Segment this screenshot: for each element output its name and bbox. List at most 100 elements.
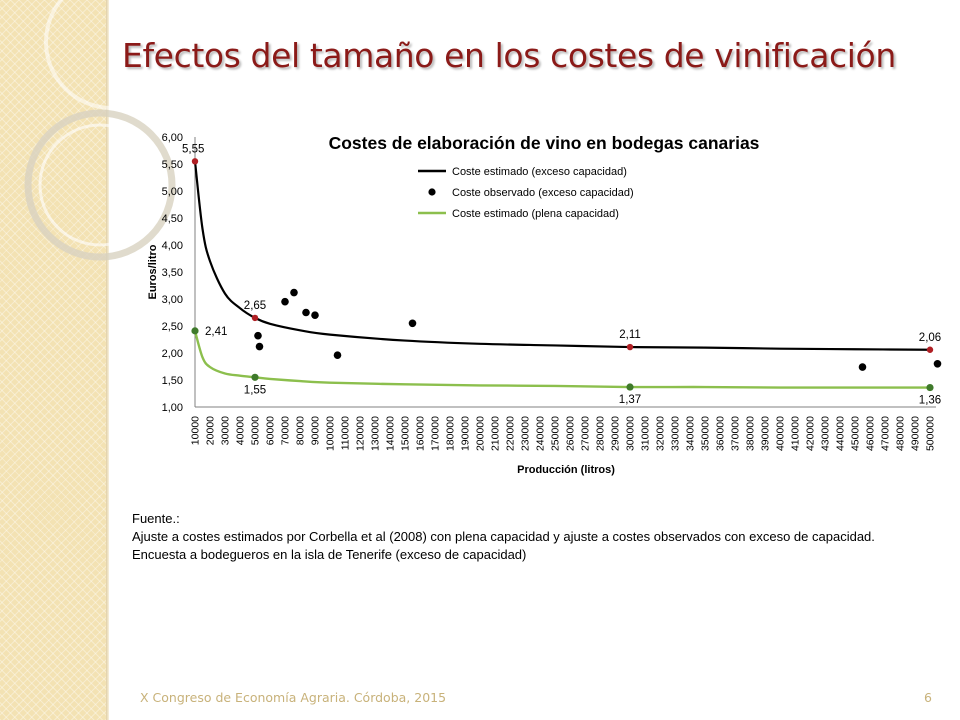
data-label: 1,37 [619, 394, 641, 406]
observed-point [311, 311, 319, 320]
decorative-rings [24, 0, 180, 261]
x-tick-label: 250000 [550, 416, 562, 451]
observed-point [255, 342, 264, 351]
x-tick-label: 20000 [205, 416, 217, 445]
x-tick-label: 420000 [805, 416, 817, 451]
footer-text: X Congreso de Economía Agraria. Córdoba,… [140, 690, 447, 705]
x-tick-label: 360000 [715, 416, 727, 451]
x-tick-label: 230000 [520, 416, 532, 451]
observed-point [302, 308, 310, 317]
x-tick-label: 110000 [340, 416, 352, 450]
observed-point [290, 288, 298, 297]
x-tick-label: 80000 [295, 416, 307, 445]
data-label: 1,55 [244, 384, 266, 396]
y-tick-label: 3,50 [162, 267, 183, 279]
annotated-point [926, 346, 934, 353]
page-number: 6 [924, 690, 932, 705]
y-tick-label: 4,00 [162, 240, 183, 252]
x-tick-label: 160000 [415, 416, 427, 451]
y-axis-label: Euros/litro [147, 244, 159, 299]
x-tick-label: 300000 [625, 416, 637, 451]
data-label: 2,06 [919, 332, 941, 344]
data-label: 2,11 [619, 329, 641, 341]
x-tick-label: 400000 [775, 416, 787, 451]
x-tick-label: 500000 [925, 416, 937, 451]
y-tick-label: 2,00 [162, 348, 183, 360]
x-tick-label: 450000 [850, 416, 862, 451]
source-line-2: Encuesta a bodegueros en la isla de Tene… [132, 547, 527, 562]
x-tick-label: 470000 [880, 416, 892, 451]
legend-marker-swatch [428, 188, 436, 196]
x-tick-label: 60000 [265, 416, 277, 445]
slide-title: Efectos del tamaño en los costes de vini… [122, 36, 896, 75]
x-tick-label: 30000 [220, 416, 232, 445]
x-tick-label: 340000 [685, 416, 697, 451]
x-tick-label: 170000 [430, 416, 442, 451]
x-tick-label: 480000 [895, 416, 907, 451]
observed-point [333, 351, 342, 359]
legend-label: Coste estimado (exceso capacidad) [452, 166, 627, 178]
annotated-point [251, 314, 259, 322]
x-tick-label: 440000 [835, 416, 847, 451]
data-label: 2,41 [205, 326, 227, 338]
observed-point [281, 297, 289, 306]
series-line-exceso-capacidad [193, 161, 931, 351]
annotated-point [626, 383, 634, 391]
x-tick-label: 100000 [325, 416, 337, 451]
source-line-1: Ajuste a costes estimados por Corbella e… [132, 529, 875, 544]
annotated-point [926, 383, 934, 392]
series-line-plena-capacidad [193, 330, 930, 389]
y-tick-label: 3,00 [162, 294, 183, 306]
x-tick-label: 220000 [505, 416, 517, 451]
y-tick-label: 6,00 [162, 132, 183, 144]
x-tick-label: 310000 [640, 416, 652, 451]
x-tick-label: 460000 [865, 416, 877, 451]
x-tick-label: 410000 [790, 416, 802, 451]
x-tick-label: 490000 [910, 416, 922, 451]
annotated-point [191, 158, 199, 165]
x-tick-label: 280000 [595, 416, 607, 451]
observed-point [254, 331, 262, 340]
y-tick-label: 4,50 [162, 213, 183, 225]
legend-label: Coste observado (exceso capacidad) [452, 187, 634, 199]
x-tick-label: 120000 [355, 416, 367, 451]
x-tick-label: 180000 [445, 416, 457, 451]
x-tick-label: 260000 [565, 416, 577, 451]
x-tick-label: 10000 [190, 416, 202, 445]
x-tick-label: 200000 [475, 416, 487, 451]
cost-chart: Costes de elaboración de vino en bodegas… [147, 132, 942, 476]
data-label: 2,65 [244, 300, 266, 312]
annotated-point [251, 373, 259, 381]
x-tick-label: 240000 [535, 416, 547, 451]
x-tick-label: 130000 [370, 416, 382, 451]
y-tick-label: 5,00 [162, 186, 183, 198]
y-tick-label: 5,50 [162, 159, 183, 171]
x-tick-label: 430000 [820, 416, 832, 451]
legend-label: Coste estimado (plena capacidad) [452, 208, 619, 220]
x-tick-label: 350000 [700, 416, 712, 451]
observed-point [408, 319, 417, 328]
x-tick-label: 330000 [670, 416, 682, 451]
decorative-side-line [106, 0, 109, 720]
decorative-side-strip [0, 0, 106, 720]
x-tick-label: 290000 [610, 416, 622, 451]
observed-point [858, 363, 867, 371]
x-tick-label: 370000 [730, 416, 742, 451]
x-tick-label: 70000 [280, 416, 292, 445]
annotated-point [626, 343, 634, 351]
x-tick-label: 150000 [400, 416, 412, 451]
x-tick-label: 270000 [580, 416, 592, 451]
x-axis-label: Producción (litros) [517, 464, 615, 476]
x-tick-label: 90000 [310, 416, 322, 445]
chart-title: Costes de elaboración de vino en bodegas… [329, 133, 760, 153]
data-label: 1,36 [919, 395, 941, 407]
x-tick-label: 140000 [385, 416, 397, 451]
annotated-point [191, 327, 199, 335]
x-tick-label: 190000 [460, 416, 472, 451]
x-tick-label: 380000 [745, 416, 757, 451]
source-heading: Fuente.: [132, 511, 180, 526]
data-label: 5,55 [182, 143, 204, 155]
y-tick-label: 1,00 [162, 402, 183, 414]
x-tick-label: 390000 [760, 416, 772, 451]
x-tick-label: 210000 [490, 416, 502, 451]
